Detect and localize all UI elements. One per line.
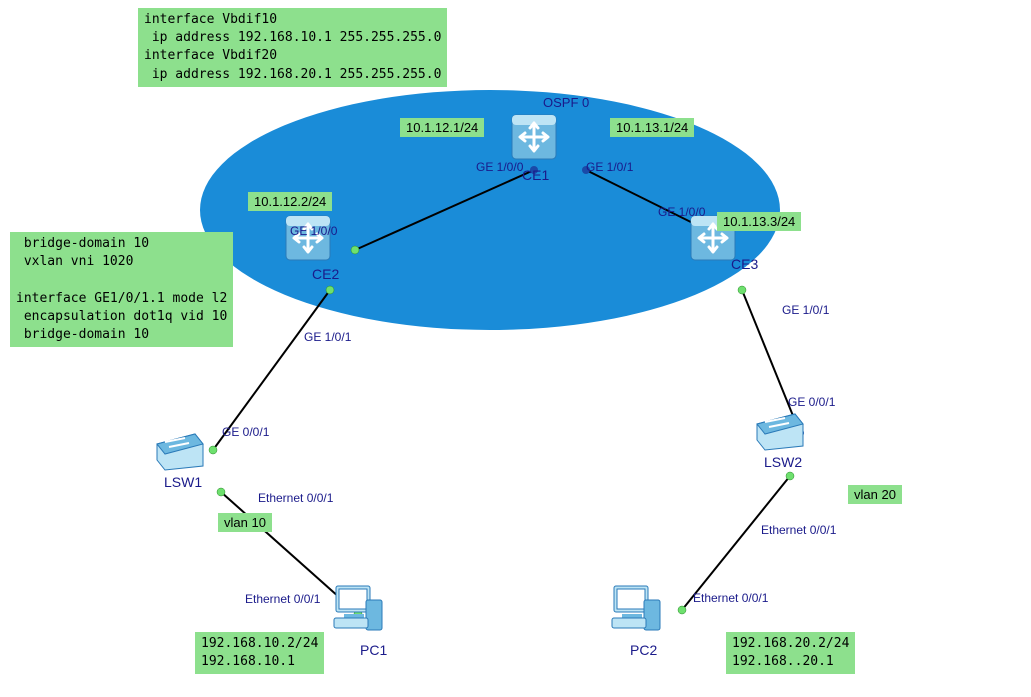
- label-vlan10: vlan 10: [218, 513, 272, 532]
- device-label-lsw2: LSW2: [764, 454, 802, 470]
- device-label-ce2: CE2: [312, 266, 339, 282]
- if-ce3-ge100: GE 1/0/0: [658, 205, 705, 219]
- device-lsw1[interactable]: [155, 432, 205, 477]
- if-ce2-ge100: GE 1/0/0: [290, 224, 337, 238]
- if-ce1-ge101: GE 1/0/1: [586, 160, 633, 174]
- label-ce1-left-ip: 10.1.12.1/24: [400, 118, 484, 137]
- label-ce3-ip: 10.1.13.3/24: [717, 212, 801, 231]
- device-lsw2[interactable]: [755, 412, 805, 457]
- device-pc2[interactable]: [608, 582, 664, 639]
- config-bridge-domain: bridge-domain 10 vxlan vni 1020 interfac…: [10, 232, 233, 347]
- label-ce2-ip: 10.1.12.2/24: [248, 192, 332, 211]
- device-label-ce3: CE3: [731, 256, 758, 272]
- if-lsw1-eth: Ethernet 0/0/1: [258, 491, 333, 505]
- device-label-lsw1: LSW1: [164, 474, 202, 490]
- config-pc1-ip: 192.168.10.2/24 192.168.10.1: [195, 632, 324, 674]
- links-layer: [0, 0, 1031, 697]
- if-ce1-ge100: GE 1/0/0: [476, 160, 523, 174]
- diagram-canvas: CE1 CE2 CE3 LSW1 LSW2 PC1: [0, 0, 1031, 697]
- device-pc1[interactable]: [330, 582, 386, 639]
- if-ce3-ge101: GE 1/0/1: [782, 303, 829, 317]
- if-lsw1-ge001: GE 0/0/1: [222, 425, 269, 439]
- device-ce2[interactable]: [282, 212, 334, 269]
- device-label-pc2: PC2: [630, 642, 657, 658]
- label-ce1-right-ip: 10.1.13.1/24: [610, 118, 694, 137]
- if-lsw2-eth: Ethernet 0/0/1: [761, 523, 836, 537]
- device-label-pc1: PC1: [360, 642, 387, 658]
- device-label-ce1: CE1: [522, 167, 549, 183]
- label-vlan20: vlan 20: [848, 485, 902, 504]
- config-vbdif: interface Vbdif10 ip address 192.168.10.…: [138, 8, 447, 87]
- if-pc2-eth: Ethernet 0/0/1: [693, 591, 768, 605]
- if-pc1-eth: Ethernet 0/0/1: [245, 592, 320, 606]
- config-pc2-ip: 192.168.20.2/24 192.168..20.1: [726, 632, 855, 674]
- if-ce2-ge101: GE 1/0/1: [304, 330, 351, 344]
- ospf-label: OSPF 0: [543, 95, 589, 110]
- if-lsw2-ge001: GE 0/0/1: [788, 395, 835, 409]
